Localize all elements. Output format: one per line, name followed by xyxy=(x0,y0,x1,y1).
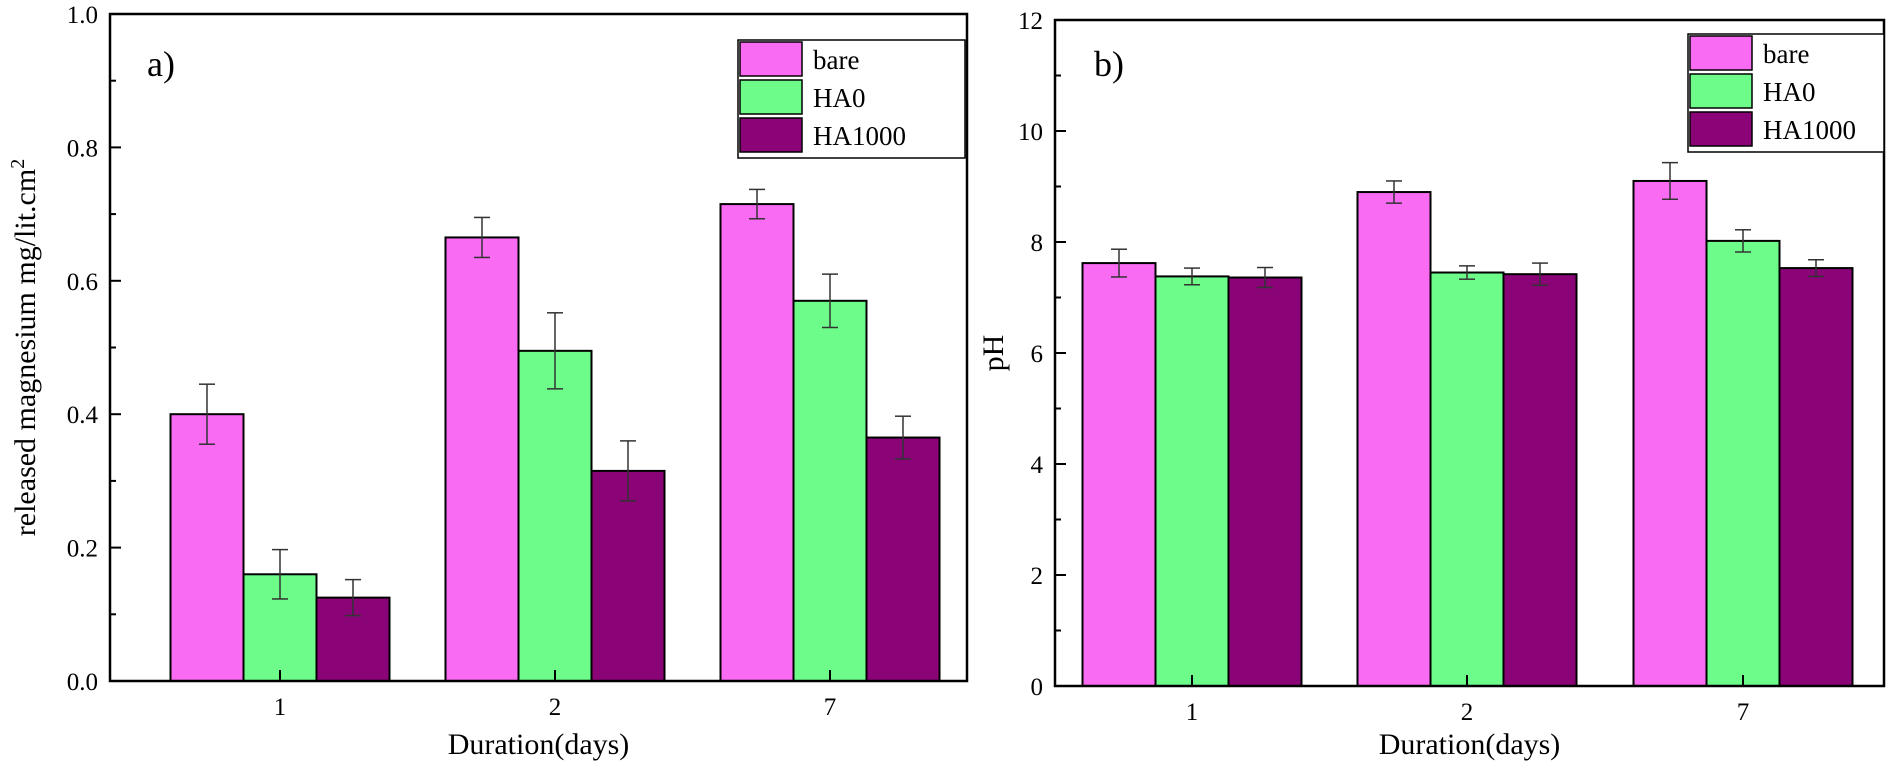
error-bar-a-HA0-7 xyxy=(822,273,838,329)
error-bar-b-bare-1 xyxy=(1111,248,1127,278)
legend-swatch-a-HA0 xyxy=(739,79,803,115)
error-bar-b-bare-2 xyxy=(1386,180,1402,204)
bar-b-bare-1 xyxy=(1081,262,1157,687)
error-bar-a-HA1000-7 xyxy=(895,415,911,460)
y-tick-label-b-2: 4 xyxy=(1031,452,1044,479)
x-tick-label-b-7: 7 xyxy=(1737,699,1750,726)
panel-label-a: a) xyxy=(147,44,175,84)
error-bar-a-bare-7 xyxy=(749,188,765,220)
y-axis-title-superscript-a: 2 xyxy=(7,159,29,169)
legend-a: bare HA0 HA1000 xyxy=(737,39,966,159)
error-bar-b-HA1000-2 xyxy=(1532,262,1548,287)
y-tick-label-b-4: 8 xyxy=(1031,230,1044,257)
error-bar-b-HA1000-1 xyxy=(1257,266,1273,289)
x-tick-label-b-2: 2 xyxy=(1461,699,1474,726)
y-tick-label-a-5: 1.0 xyxy=(67,2,98,29)
y-tick-label-b-1: 2 xyxy=(1031,563,1044,590)
bar-b-bare-2 xyxy=(1356,191,1432,688)
x-axis-title-a: Duration(days) xyxy=(448,728,630,761)
x-tick-label-b-1: 1 xyxy=(1186,699,1199,726)
error-bar-a-HA0-1 xyxy=(272,548,288,600)
y-tick-label-b-5: 10 xyxy=(1018,119,1043,146)
bar-a-HA0-2 xyxy=(517,349,593,682)
legend-swatch-a-HA1000 xyxy=(739,117,803,153)
legend-swatch-b-HA1000 xyxy=(1689,111,1753,147)
panel-label-b: b) xyxy=(1094,44,1124,84)
legend-swatch-a-bare xyxy=(739,41,803,77)
legend-label-b-HA0: HA0 xyxy=(1763,77,1816,107)
legend-label-b-bare: bare xyxy=(1763,39,1809,69)
y-tick-label-b-6: 12 xyxy=(1018,8,1043,35)
y-tick-label-b-3: 6 xyxy=(1031,341,1044,368)
x-tick-label-a-2: 2 xyxy=(549,694,562,721)
panel-a-chart: 0.0 0.2 0.4 0.6 0.8 1.0 1 2 7 Duration(days) relea… xyxy=(7,2,969,761)
error-bar-b-HA1000-7 xyxy=(1808,259,1824,278)
error-bar-b-HA0-2 xyxy=(1459,265,1475,280)
y-tick-label-a-4: 0.8 xyxy=(67,135,98,162)
bar-b-HA0-2 xyxy=(1429,271,1505,687)
y-tick-label-a-3: 0.6 xyxy=(67,269,98,296)
y-tick-label-a-2: 0.4 xyxy=(67,402,99,429)
bar-a-HA0-7 xyxy=(792,299,868,682)
y-axis-title-a: released magnesium mg/lit.cm2 xyxy=(7,159,42,536)
bar-a-HA1000-7 xyxy=(865,436,941,683)
error-bar-b-HA0-7 xyxy=(1735,229,1751,253)
bar-a-bare-2 xyxy=(444,236,520,682)
bar-b-HA1000-2 xyxy=(1502,273,1578,687)
y-tick-label-a-0: 0.0 xyxy=(67,669,98,696)
x-tick-label-a-7: 7 xyxy=(824,694,837,721)
legend-label-b-HA1000: HA1000 xyxy=(1763,115,1856,145)
bar-a-HA1000-2 xyxy=(590,469,666,682)
bar-b-HA0-1 xyxy=(1154,275,1230,687)
bar-a-bare-1 xyxy=(169,413,245,682)
bar-b-HA0-7 xyxy=(1705,239,1781,687)
error-bar-b-HA0-1 xyxy=(1184,267,1200,286)
error-bar-a-HA1000-1 xyxy=(345,578,361,617)
y-tick-label-a-1: 0.2 xyxy=(67,536,98,563)
bar-b-HA1000-1 xyxy=(1227,276,1303,687)
x-axis-title-b: Duration(days) xyxy=(1379,728,1561,761)
legend-label-a-HA1000: HA1000 xyxy=(813,121,906,151)
legend-label-a-bare: bare xyxy=(813,45,859,75)
error-bar-a-HA0-2 xyxy=(547,312,563,390)
legend-swatch-b-bare xyxy=(1689,35,1753,71)
legend-b: bare HA0 HA1000 xyxy=(1687,33,1885,153)
error-bar-b-bare-7 xyxy=(1662,161,1678,201)
y-tick-label-b-0: 0 xyxy=(1031,674,1044,701)
y-axis-title-b: pH xyxy=(977,335,1010,372)
bar-b-bare-7 xyxy=(1632,179,1708,687)
bar-b-HA1000-7 xyxy=(1778,267,1854,687)
x-tick-label-a-1: 1 xyxy=(274,694,287,721)
error-bar-a-bare-1 xyxy=(199,383,215,445)
legend-swatch-b-HA0 xyxy=(1689,73,1753,109)
error-bar-a-HA1000-2 xyxy=(620,440,636,502)
legend-label-a-HA0: HA0 xyxy=(813,83,866,113)
error-bar-a-bare-2 xyxy=(474,216,490,259)
bar-a-bare-7 xyxy=(719,203,795,682)
